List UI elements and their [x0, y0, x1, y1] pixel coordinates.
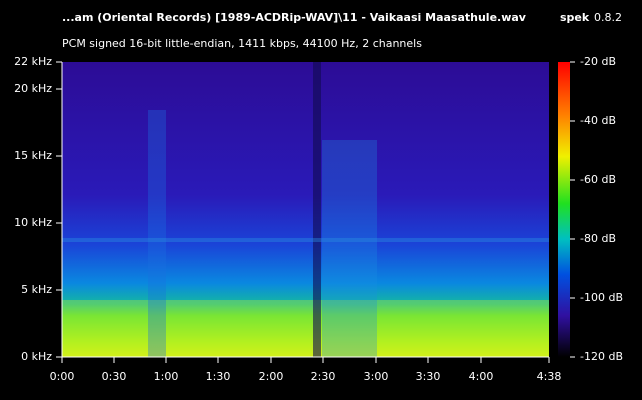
- app-name: spek: [560, 11, 590, 24]
- y-tick-label: 20 kHz: [14, 82, 52, 95]
- color-tick-label: -40 dB: [580, 114, 616, 127]
- x-tick-label: 0:00: [50, 370, 75, 383]
- y-tick-label: 15 kHz: [14, 149, 52, 162]
- app-version: 0.8.2: [594, 11, 622, 24]
- x-tick-label: 3:30: [416, 370, 441, 383]
- color-tick-label: -100 dB: [580, 291, 623, 304]
- y-tick-label: 22 kHz: [14, 55, 52, 68]
- spectrogram-base: [62, 62, 549, 357]
- x-tick-label: 4:00: [469, 370, 494, 383]
- stripe: [313, 62, 321, 357]
- x-tick-label: 2:00: [259, 370, 284, 383]
- band-line: [62, 238, 549, 242]
- stripe: [322, 140, 377, 357]
- x-tick-label: 1:30: [206, 370, 231, 383]
- color-tick-label: -60 dB: [580, 173, 616, 186]
- file-title: ...am (Oriental Records) [1989-ACDRip-WA…: [62, 11, 527, 24]
- color-tick-label: -120 dB: [580, 350, 623, 363]
- color-tick-label: -80 dB: [580, 232, 616, 245]
- x-tick-label: 3:00: [364, 370, 389, 383]
- y-tick-label: 10 kHz: [14, 216, 52, 229]
- x-tick-label: 4:38: [537, 370, 562, 383]
- x-tick-label: 0:30: [102, 370, 127, 383]
- audio-info: PCM signed 16-bit little-endian, 1411 kb…: [62, 37, 422, 50]
- color-tick-label: -20 dB: [580, 55, 616, 68]
- y-tick-label: 5 kHz: [21, 283, 52, 296]
- spectrogram: [62, 62, 549, 357]
- color-bar: [558, 62, 570, 357]
- x-tick-label: 1:00: [154, 370, 179, 383]
- x-tick-label: 2:30: [311, 370, 336, 383]
- y-tick-label: 0 kHz: [21, 350, 52, 363]
- stripe: [148, 110, 166, 357]
- low-band: [62, 300, 549, 357]
